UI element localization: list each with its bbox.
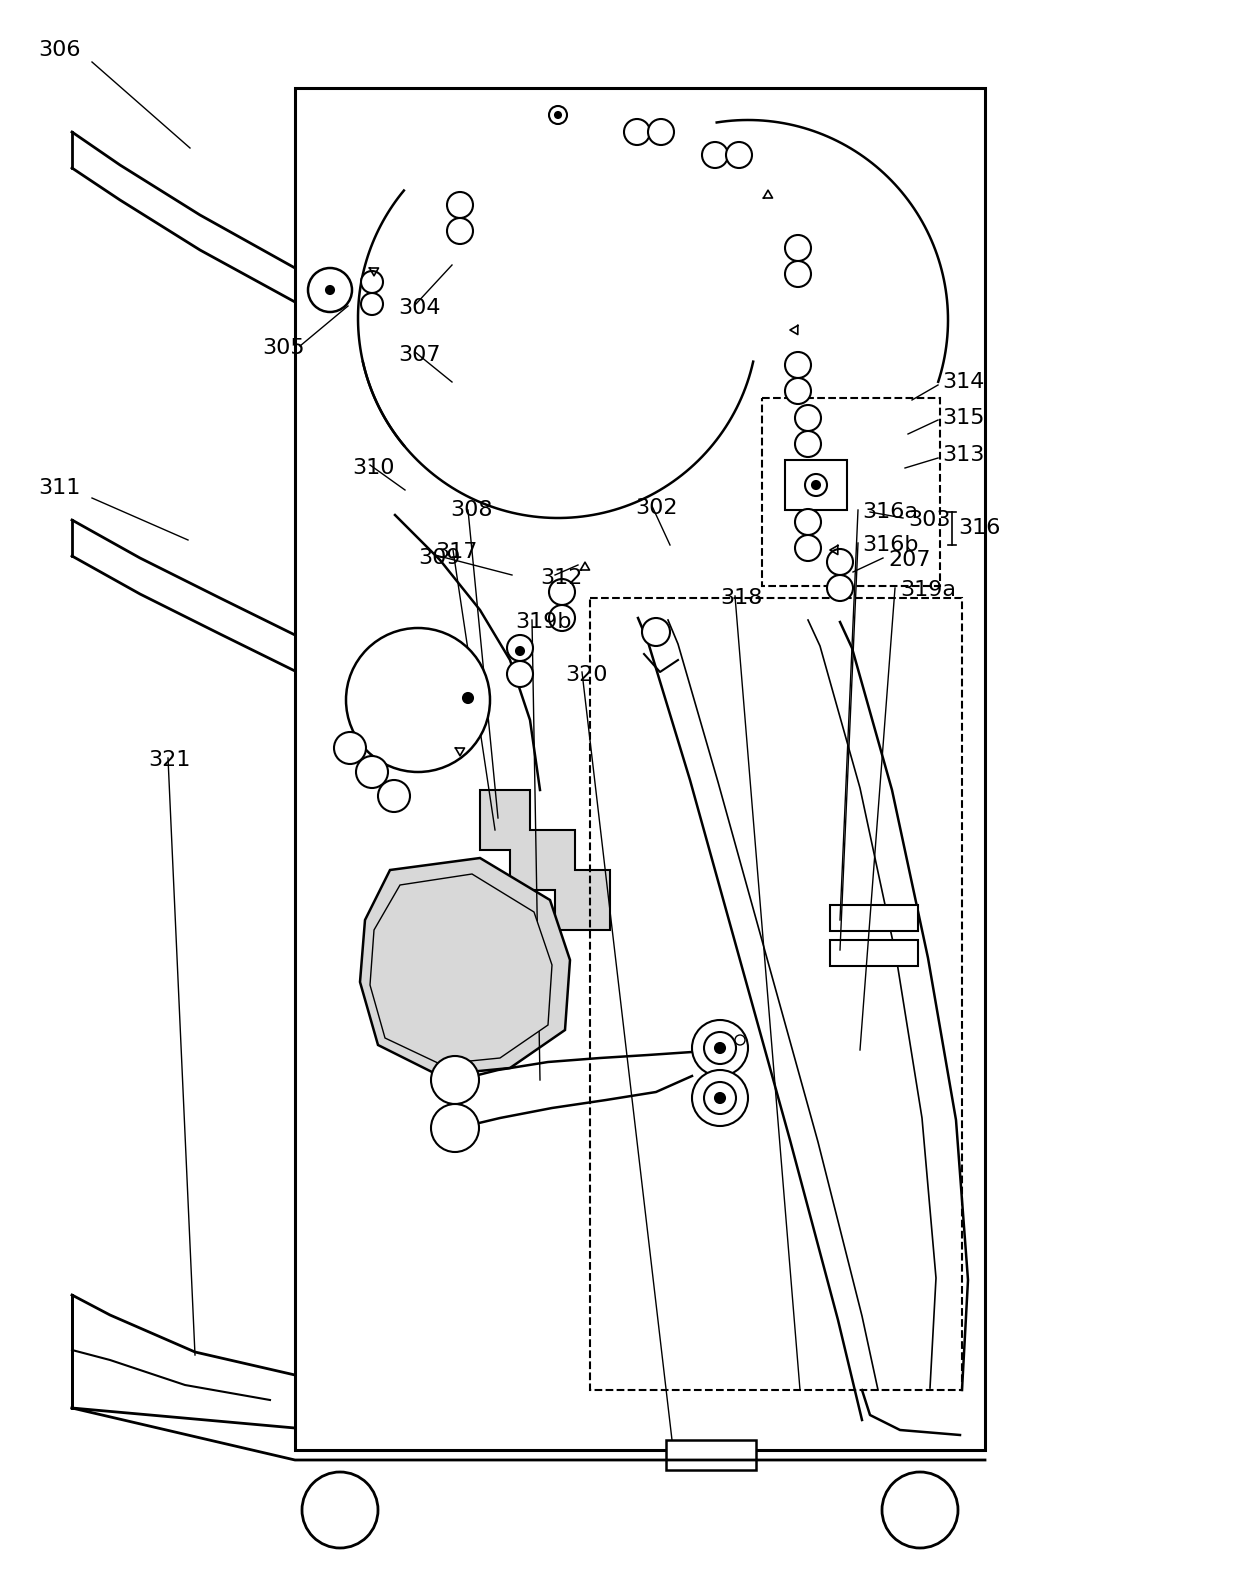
Circle shape — [326, 286, 334, 294]
Circle shape — [882, 1472, 959, 1548]
Text: 313: 313 — [942, 445, 985, 466]
Text: 320: 320 — [565, 664, 608, 685]
Circle shape — [827, 574, 853, 601]
Bar — [666, 1441, 756, 1471]
Circle shape — [549, 106, 567, 125]
Circle shape — [432, 1056, 479, 1105]
Circle shape — [507, 661, 533, 686]
Text: 306: 306 — [38, 39, 81, 60]
Circle shape — [361, 294, 383, 316]
Circle shape — [785, 260, 811, 287]
Circle shape — [795, 406, 821, 431]
Circle shape — [785, 235, 811, 260]
Circle shape — [642, 619, 670, 645]
Circle shape — [785, 379, 811, 404]
Text: 311: 311 — [38, 478, 81, 499]
Circle shape — [795, 535, 821, 562]
Circle shape — [827, 549, 853, 574]
Text: 316b: 316b — [862, 535, 919, 555]
Circle shape — [549, 604, 575, 631]
Circle shape — [812, 481, 820, 489]
Circle shape — [692, 1019, 748, 1076]
Circle shape — [516, 647, 525, 655]
Text: 304: 304 — [398, 298, 440, 319]
Circle shape — [795, 431, 821, 458]
Circle shape — [692, 1070, 748, 1127]
Bar — [590, 598, 962, 1390]
Circle shape — [785, 352, 811, 379]
Circle shape — [334, 732, 366, 764]
Circle shape — [649, 118, 675, 145]
Bar — [830, 906, 918, 931]
Text: 317: 317 — [435, 541, 477, 562]
Circle shape — [446, 193, 472, 218]
Circle shape — [624, 118, 650, 145]
Text: 316: 316 — [959, 518, 1001, 538]
Text: 305: 305 — [262, 338, 305, 358]
Text: 302: 302 — [635, 499, 677, 518]
Bar — [830, 940, 918, 966]
Circle shape — [463, 693, 472, 704]
Text: 318: 318 — [720, 589, 763, 608]
Polygon shape — [480, 791, 610, 929]
Circle shape — [303, 1472, 378, 1548]
Circle shape — [507, 634, 533, 661]
Text: 308: 308 — [450, 500, 492, 521]
Circle shape — [556, 112, 560, 118]
Circle shape — [378, 780, 410, 813]
Circle shape — [704, 1083, 737, 1114]
Circle shape — [805, 473, 827, 495]
Bar — [763, 398, 940, 585]
Bar — [295, 88, 985, 1450]
Circle shape — [361, 271, 383, 294]
Circle shape — [356, 756, 388, 787]
Circle shape — [432, 1105, 479, 1152]
Text: 316a: 316a — [862, 502, 918, 522]
Text: 309: 309 — [418, 548, 460, 568]
Circle shape — [549, 579, 575, 604]
Circle shape — [446, 218, 472, 245]
Text: 307: 307 — [398, 346, 440, 365]
Bar — [785, 461, 847, 510]
Text: 315: 315 — [942, 409, 985, 428]
Circle shape — [795, 510, 821, 535]
Circle shape — [715, 1094, 725, 1103]
Text: 303: 303 — [908, 510, 951, 530]
Text: 319b: 319b — [515, 612, 572, 633]
Circle shape — [702, 142, 728, 167]
Circle shape — [308, 268, 352, 312]
Circle shape — [735, 1035, 745, 1045]
Circle shape — [715, 1043, 725, 1053]
Polygon shape — [370, 874, 552, 1064]
Text: 312: 312 — [539, 568, 583, 589]
Text: 310: 310 — [352, 458, 394, 478]
Circle shape — [346, 628, 490, 772]
Circle shape — [725, 142, 751, 167]
Text: 319a: 319a — [900, 581, 956, 600]
Text: 314: 314 — [942, 372, 985, 391]
Circle shape — [704, 1032, 737, 1064]
Text: 207: 207 — [888, 551, 930, 570]
Polygon shape — [360, 858, 570, 1075]
Text: 321: 321 — [148, 750, 191, 770]
